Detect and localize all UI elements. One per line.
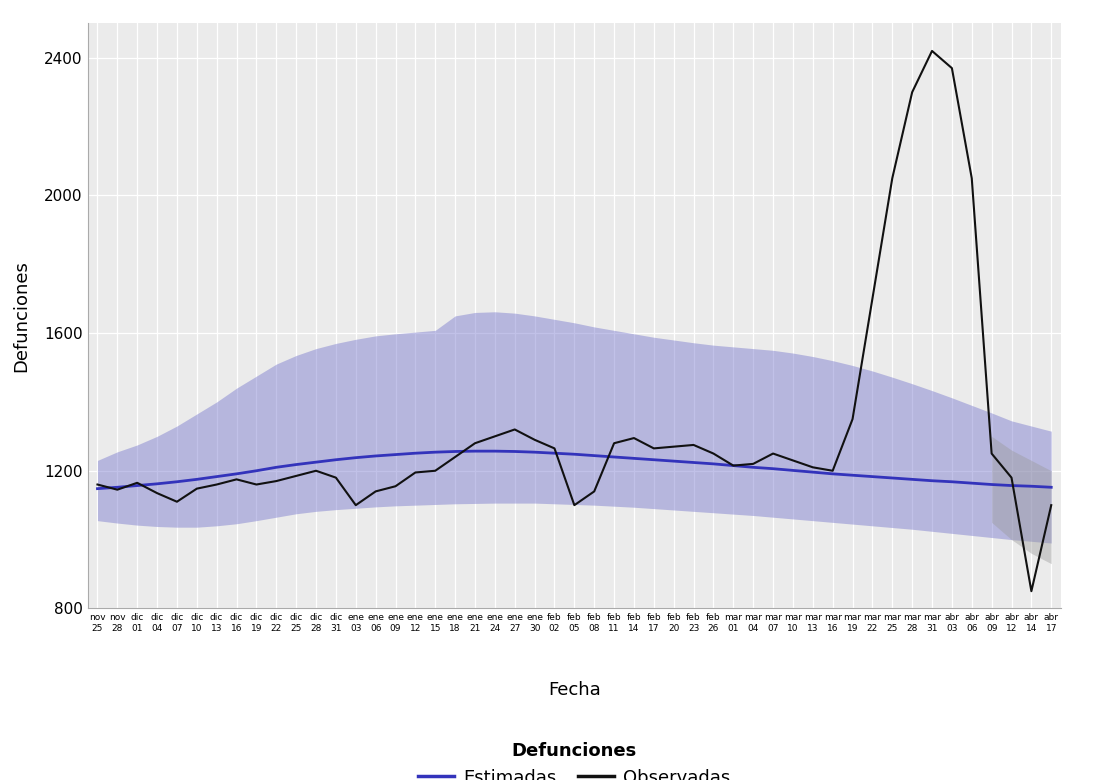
Legend: Estimadas, Observadas: Estimadas, Observadas [411, 735, 737, 780]
Y-axis label: Defunciones: Defunciones [12, 260, 31, 372]
X-axis label: Fecha: Fecha [548, 681, 601, 700]
